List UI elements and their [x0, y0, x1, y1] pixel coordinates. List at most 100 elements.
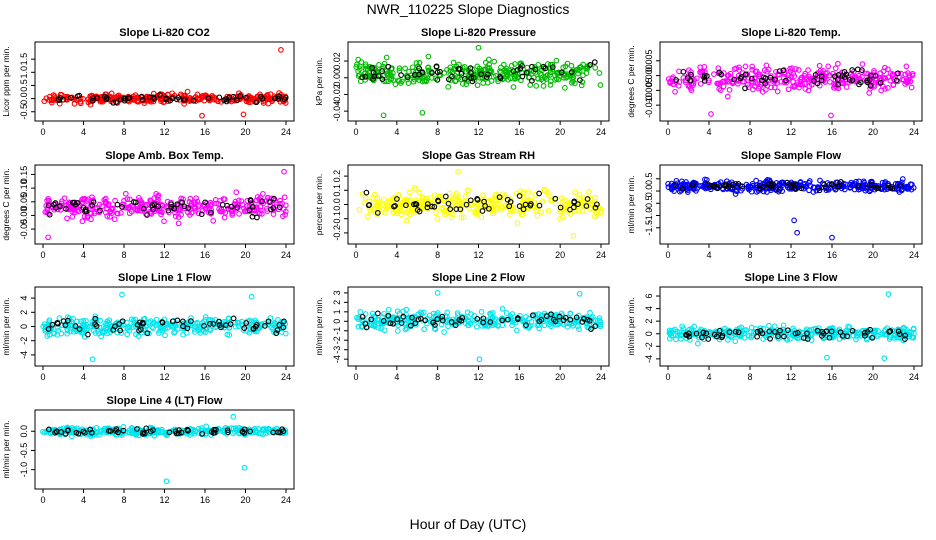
data-point	[694, 75, 700, 82]
data-point	[810, 184, 817, 191]
x-tick-label: 8	[121, 372, 126, 382]
data-point-reference	[780, 67, 787, 74]
panel-1: Slope Li-820 CO2 Licor ppm per min. 0 4 8 12 1…	[1, 27, 295, 137]
data-point	[480, 80, 487, 86]
points	[42, 168, 289, 241]
data-point	[372, 191, 378, 198]
data-point	[519, 212, 525, 218]
data-point	[206, 209, 212, 216]
data-point	[534, 212, 541, 219]
data-point	[255, 94, 261, 100]
data-point	[791, 217, 797, 224]
data-point	[380, 112, 387, 119]
data-point	[750, 86, 756, 93]
data-point-reference	[822, 185, 829, 191]
data-point	[419, 194, 426, 201]
data-point	[88, 210, 95, 217]
data-point	[905, 331, 912, 337]
data-point	[456, 194, 462, 201]
data-point	[455, 168, 461, 175]
data-point-reference	[136, 319, 143, 326]
data-point	[805, 67, 811, 73]
data-point	[80, 195, 86, 202]
data-point	[362, 194, 369, 201]
data-point-reference	[159, 319, 165, 325]
data-point-reference	[211, 429, 218, 436]
points	[40, 413, 289, 485]
data-point-reference	[486, 205, 492, 212]
data-point	[458, 205, 465, 211]
x-tick-label: 16	[827, 250, 837, 260]
data-point-reference	[457, 206, 464, 213]
data-point	[421, 326, 427, 333]
data-point	[393, 315, 400, 321]
data-point	[444, 67, 450, 73]
x-tick-label: 4	[394, 250, 399, 260]
x-tick-label: 20	[555, 372, 565, 382]
data-point-reference	[792, 185, 798, 192]
data-point	[478, 309, 485, 315]
data-point	[198, 425, 205, 431]
data-point	[575, 207, 581, 214]
data-point	[257, 207, 264, 214]
data-point-reference	[134, 426, 140, 432]
data-point-reference	[246, 207, 253, 214]
plot-frame	[34, 409, 295, 490]
data-point-reference	[370, 76, 376, 82]
data-point	[150, 325, 156, 331]
data-point-reference	[247, 197, 254, 204]
data-point	[536, 325, 543, 332]
data-point	[577, 64, 584, 71]
data-point	[202, 431, 209, 438]
data-point-reference	[846, 77, 853, 83]
x-tick-label: 16	[200, 250, 210, 260]
data-point	[904, 186, 911, 192]
data-point	[213, 200, 220, 207]
data-point	[851, 180, 858, 187]
data-point	[668, 332, 675, 339]
data-point	[848, 179, 855, 186]
data-point	[126, 210, 133, 217]
data-point	[798, 75, 805, 81]
data-point	[133, 331, 139, 338]
data-point-reference	[726, 329, 733, 335]
data-point	[672, 336, 679, 343]
data-point-reference	[886, 329, 893, 335]
data-point-reference	[374, 210, 381, 216]
data-point	[519, 193, 526, 200]
data-point	[741, 79, 747, 85]
data-point	[472, 208, 479, 215]
data-point-reference	[868, 181, 875, 188]
data-point-reference	[277, 429, 284, 436]
data-point-reference	[250, 325, 257, 332]
data-point	[460, 214, 467, 221]
data-point	[910, 334, 917, 341]
x-tick-label: 12	[159, 372, 169, 382]
data-point-reference	[680, 68, 687, 75]
data-point	[597, 208, 604, 215]
data-point	[107, 213, 113, 220]
data-point	[774, 88, 781, 95]
x-tick-label: 24	[909, 250, 919, 260]
data-point-reference	[594, 201, 600, 208]
data-point-reference	[699, 334, 705, 341]
panel-title: Slope Line 4 (LT) Flow	[107, 395, 223, 407]
data-point	[127, 196, 133, 203]
points	[666, 291, 917, 362]
data-point-reference	[581, 316, 587, 322]
data-point-reference	[276, 204, 283, 211]
data-point	[513, 327, 520, 334]
y-tick-label: 1	[332, 309, 342, 314]
y-tick-label: 0.0	[332, 198, 342, 211]
data-point-reference	[449, 73, 455, 80]
data-point	[564, 207, 571, 213]
data-point	[802, 70, 809, 77]
data-point	[378, 325, 384, 332]
data-point	[388, 76, 394, 83]
data-point	[753, 182, 760, 189]
data-point-reference	[103, 96, 110, 103]
y-axis-label: percent per min.	[314, 174, 324, 235]
data-point	[794, 229, 800, 236]
data-point-reference	[804, 330, 810, 337]
